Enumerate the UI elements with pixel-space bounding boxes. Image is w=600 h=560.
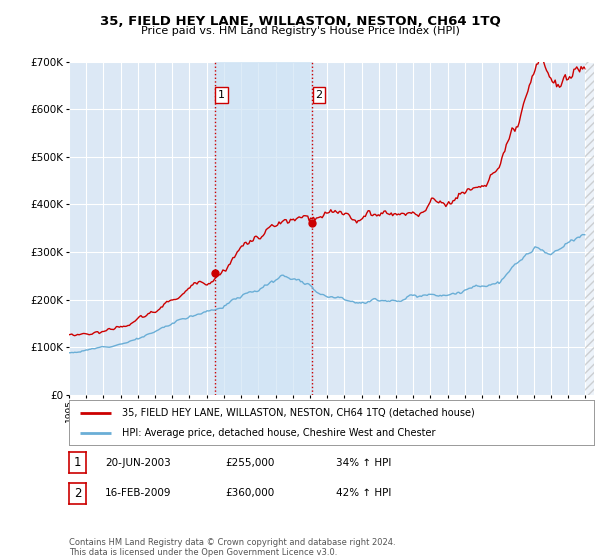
Text: £360,000: £360,000 [225, 488, 274, 498]
Text: 1: 1 [74, 456, 81, 469]
Text: Price paid vs. HM Land Registry's House Price Index (HPI): Price paid vs. HM Land Registry's House … [140, 26, 460, 36]
Text: 35, FIELD HEY LANE, WILLASTON, NESTON, CH64 1TQ (detached house): 35, FIELD HEY LANE, WILLASTON, NESTON, C… [121, 408, 474, 418]
Text: Contains HM Land Registry data © Crown copyright and database right 2024.
This d: Contains HM Land Registry data © Crown c… [69, 538, 395, 557]
Text: £255,000: £255,000 [225, 458, 274, 468]
Text: 42% ↑ HPI: 42% ↑ HPI [336, 488, 391, 498]
Text: 34% ↑ HPI: 34% ↑ HPI [336, 458, 391, 468]
Text: 2: 2 [316, 90, 323, 100]
Text: 1: 1 [218, 90, 225, 100]
Text: HPI: Average price, detached house, Cheshire West and Chester: HPI: Average price, detached house, Ches… [121, 428, 435, 438]
Text: 16-FEB-2009: 16-FEB-2009 [105, 488, 172, 498]
Bar [215, 62, 312, 395]
Text: 35, FIELD HEY LANE, WILLASTON, NESTON, CH64 1TQ: 35, FIELD HEY LANE, WILLASTON, NESTON, C… [100, 15, 500, 28]
Text: 20-JUN-2003: 20-JUN-2003 [105, 458, 171, 468]
Text: 2: 2 [74, 487, 81, 500]
